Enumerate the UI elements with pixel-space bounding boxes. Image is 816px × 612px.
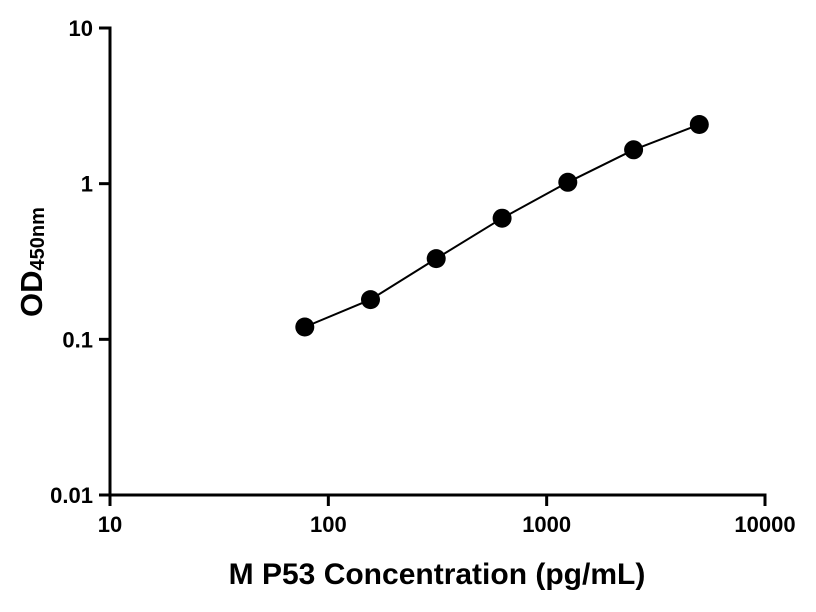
y-axis-title: OD450nm xyxy=(14,207,50,317)
y-axis-tick-label: 0.1 xyxy=(62,327,93,352)
data-point-marker xyxy=(361,290,380,310)
x-axis-tick-label: 100 xyxy=(310,512,347,537)
x-axis-tick-label: 10 xyxy=(98,512,122,537)
y-axis-title-sub: 450nm xyxy=(27,207,49,271)
y-axis-tick-label: 1 xyxy=(81,172,93,197)
data-point-marker xyxy=(689,115,709,134)
y-axis-tick-label: 10 xyxy=(69,16,93,41)
x-axis-title: M P53 Concentration (pg/mL) xyxy=(228,558,646,591)
data-point-marker xyxy=(492,208,512,228)
data-point-marker xyxy=(295,317,315,337)
data-point-marker xyxy=(426,249,446,269)
y-axis-title-main: OD xyxy=(14,270,49,317)
x-axis-tick-label: 1000 xyxy=(522,512,571,537)
data-point-marker xyxy=(558,172,578,192)
y-axis-tick-label: 0.01 xyxy=(50,483,93,508)
data-point-marker xyxy=(624,140,644,160)
x-axis-tick-label: 10000 xyxy=(734,512,795,537)
